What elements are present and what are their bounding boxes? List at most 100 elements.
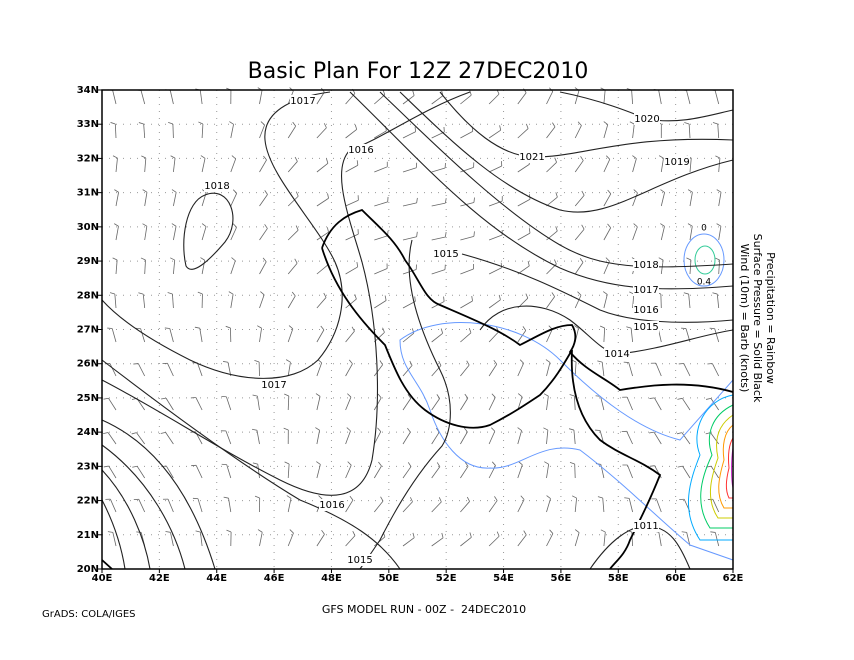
wind-barb xyxy=(144,260,146,275)
wind-barb xyxy=(464,393,469,399)
label-mask xyxy=(319,499,345,511)
wind-barb xyxy=(546,91,554,105)
isobar-label: 1016 xyxy=(348,145,373,156)
lat-label: 33N xyxy=(77,119,99,130)
wind-barb xyxy=(555,226,558,232)
wind-barb xyxy=(284,393,289,397)
wind-barb xyxy=(140,257,146,261)
wind-barb xyxy=(257,464,260,479)
wind-barb xyxy=(551,292,555,297)
wind-barb xyxy=(603,327,606,343)
wind-barb xyxy=(173,260,176,275)
wind-barb xyxy=(257,529,263,533)
wind-barb xyxy=(517,427,522,431)
wind-barb xyxy=(473,231,475,237)
wind-barb xyxy=(441,532,444,538)
isobar xyxy=(399,91,734,213)
wind-barb xyxy=(200,257,205,261)
wind-barb xyxy=(263,155,267,161)
wind-barb xyxy=(345,499,354,513)
wind-barb xyxy=(291,291,296,297)
wind-barb xyxy=(552,122,556,128)
label-mask xyxy=(519,151,545,163)
wind-barb xyxy=(528,228,531,234)
footer-left: GrADS: COLA/IGES xyxy=(42,609,136,620)
wind-barb xyxy=(199,328,203,343)
wind-barb xyxy=(599,325,605,329)
wind-barb xyxy=(660,189,665,193)
wind-barb xyxy=(195,530,201,533)
isobar-label: 1017 xyxy=(261,380,286,391)
wind-barb xyxy=(230,294,234,309)
wind-barb xyxy=(316,197,329,207)
isobar xyxy=(349,91,734,290)
wind-barb xyxy=(316,362,323,377)
wind-barb xyxy=(115,226,119,241)
wind-barb xyxy=(460,268,474,275)
wind-barb xyxy=(653,431,662,445)
wind-barb xyxy=(628,362,633,377)
wind-barb xyxy=(295,191,299,197)
wind-barb xyxy=(569,394,575,397)
wind-barb xyxy=(543,427,549,431)
lon-label: 42E xyxy=(149,573,170,584)
wind-barb xyxy=(491,461,496,466)
wind-barb xyxy=(316,464,321,479)
wind-barb xyxy=(114,294,117,309)
wind-barb xyxy=(712,499,720,513)
wind-barb xyxy=(431,269,446,275)
wind-barb xyxy=(431,131,445,139)
wind-barb xyxy=(251,428,258,431)
wind-barb xyxy=(571,495,577,499)
wind-barb xyxy=(431,466,441,479)
lat-label: 20N xyxy=(77,564,99,575)
wind-barb xyxy=(632,124,635,139)
wind-barb xyxy=(682,465,691,479)
isobar-label: 1015 xyxy=(633,322,658,333)
wind-barb xyxy=(718,260,720,275)
wind-barb xyxy=(463,427,468,433)
wind-barb xyxy=(323,123,327,128)
wind-barb xyxy=(170,532,174,547)
lon-label: 54E xyxy=(493,573,514,584)
wind-barb xyxy=(294,258,298,264)
wind-barb xyxy=(603,532,606,547)
wind-barb xyxy=(132,465,138,468)
wind-barb xyxy=(554,157,557,163)
wind-barb xyxy=(488,465,496,479)
wind-barb xyxy=(402,301,416,309)
wind-barb xyxy=(460,235,475,241)
wind-barb xyxy=(460,466,469,479)
wind-barb xyxy=(574,529,580,533)
isobar xyxy=(101,91,343,379)
wind-barb xyxy=(409,360,413,366)
wind-barb xyxy=(195,465,203,479)
lon-label: 60E xyxy=(665,573,686,584)
wind-barb xyxy=(577,121,582,126)
label-mask xyxy=(204,180,230,192)
wind-barb xyxy=(380,496,384,502)
wind-barb xyxy=(517,396,523,411)
wind-barb xyxy=(519,359,524,364)
wind-barb xyxy=(603,193,612,207)
wind-barb xyxy=(316,396,321,411)
wind-barb xyxy=(431,332,443,343)
wind-barb xyxy=(655,362,662,377)
wind-barb xyxy=(546,495,551,499)
wind-barb xyxy=(295,225,299,231)
isobar-label: 1018 xyxy=(633,260,658,271)
wind-barb xyxy=(167,498,174,513)
wind-barb xyxy=(161,465,167,468)
wind-barb xyxy=(607,189,612,195)
lon-label: 62E xyxy=(723,573,744,584)
precip-contour xyxy=(683,233,725,287)
wind-barb xyxy=(347,461,352,466)
wind-barb xyxy=(198,121,204,125)
wind-barb xyxy=(287,229,299,241)
wind-barb xyxy=(603,227,612,241)
isobar-label: 1015 xyxy=(347,555,372,566)
wind-barb xyxy=(373,500,384,513)
wind-barb xyxy=(546,498,551,513)
wind-barb xyxy=(264,224,268,229)
wind-barb xyxy=(223,496,229,499)
